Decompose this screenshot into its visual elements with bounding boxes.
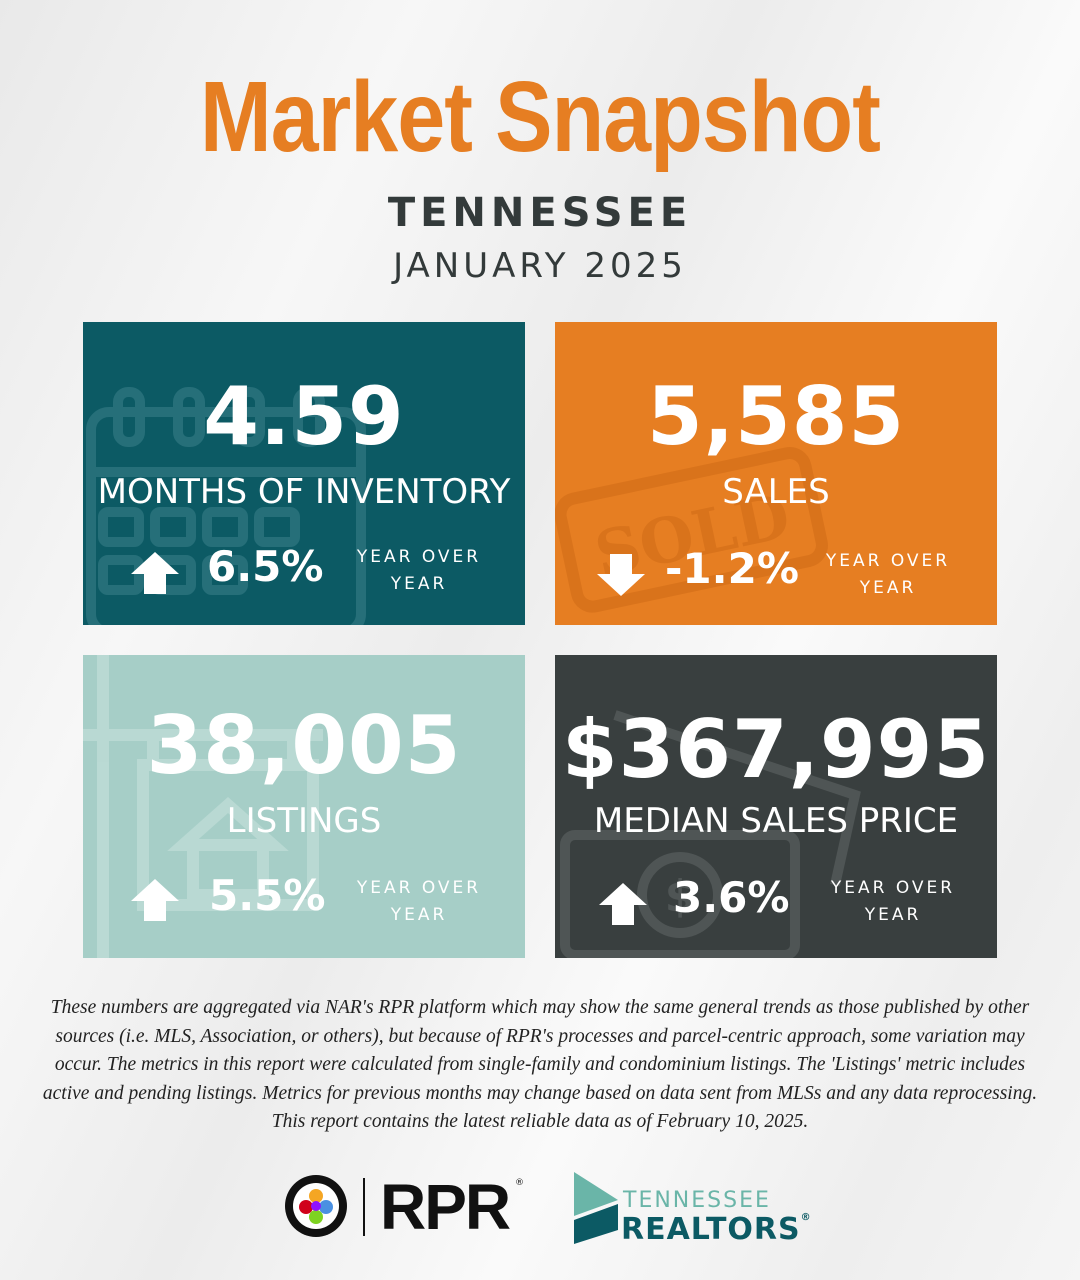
yoy-line1: YEAR OVER	[356, 878, 482, 898]
sales-label: SALES	[722, 472, 830, 512]
tn-realtors-text: REALTORS	[621, 1212, 801, 1247]
median-sales-price-card: $ $367,995 MEDIAN SALES PRICE 3.6% YEAR …	[555, 655, 997, 958]
price-label: MEDIAN SALES PRICE	[593, 801, 959, 841]
listings-change: 5.5%	[209, 871, 326, 920]
listings-card: 38,005 LISTINGS 5.5% YEAR OVER YEAR	[83, 655, 525, 958]
arrow-up-icon	[131, 879, 179, 921]
rpr-logo-icon	[285, 1175, 347, 1237]
rpr-wordmark: RPR	[380, 1171, 511, 1243]
tennessee-realtors-line1: TENNESSEE	[623, 1188, 771, 1213]
tn-registered-mark: ®	[800, 1212, 812, 1223]
arrow-up-icon	[131, 552, 179, 594]
yoy-line1: YEAR OVER	[825, 551, 951, 571]
logo-divider	[363, 1178, 365, 1236]
yoy-line1: YEAR OVER	[830, 878, 956, 898]
inventory-change: 6.5%	[207, 542, 324, 591]
tennessee-realtors-line2: REALTORS®	[621, 1212, 812, 1247]
report-period: JANUARY 2025	[393, 246, 687, 286]
state-name: TENNESSEE	[387, 190, 693, 236]
yoy-line2: YEAR	[859, 578, 917, 598]
sales-value: 5,585	[646, 370, 906, 463]
sales-change: -1.2%	[665, 544, 799, 593]
price-yoy-label: YEAR OVER YEAR	[823, 875, 963, 929]
listings-label: LISTINGS	[226, 801, 382, 841]
arrow-down-icon	[597, 554, 645, 596]
house-sign-icon	[83, 655, 323, 958]
rpr-registered-mark: ®	[515, 1178, 524, 1188]
listings-value: 38,005	[146, 699, 462, 792]
page-title: Market Snapshot	[199, 61, 881, 173]
yoy-line2: YEAR	[390, 905, 448, 925]
tennessee-realtors-logo-icon	[574, 1172, 618, 1244]
svg-text:$: $	[665, 871, 696, 922]
dollar-bill-icon: $	[560, 710, 861, 958]
logo-bar: RPR ® TENNESSEE REALTORS®	[0, 1168, 1080, 1248]
inventory-value: 4.59	[203, 370, 405, 463]
price-value: $367,995	[561, 703, 991, 796]
price-change: 3.6%	[673, 873, 790, 922]
inventory-yoy-label: YEAR OVER YEAR	[349, 544, 489, 598]
sales-yoy-label: YEAR OVER YEAR	[818, 548, 958, 602]
inventory-label: MONTHS OF INVENTORY	[97, 472, 511, 512]
months-of-inventory-card: 4.59 MONTHS OF INVENTORY 6.5% YEAR OVER …	[83, 322, 525, 625]
yoy-line1: YEAR OVER	[356, 547, 482, 567]
yoy-line2: YEAR	[390, 574, 448, 594]
sales-card: SOLD 5,585 SALES -1.2% YEAR OVER YEAR	[555, 322, 997, 625]
calendar-icon	[86, 387, 366, 625]
yoy-line2: YEAR	[864, 905, 922, 925]
arrow-up-icon	[599, 883, 647, 925]
methodology-footnote: These numbers are aggregated via NAR's R…	[42, 997, 1038, 1132]
listings-yoy-label: YEAR OVER YEAR	[349, 875, 489, 929]
